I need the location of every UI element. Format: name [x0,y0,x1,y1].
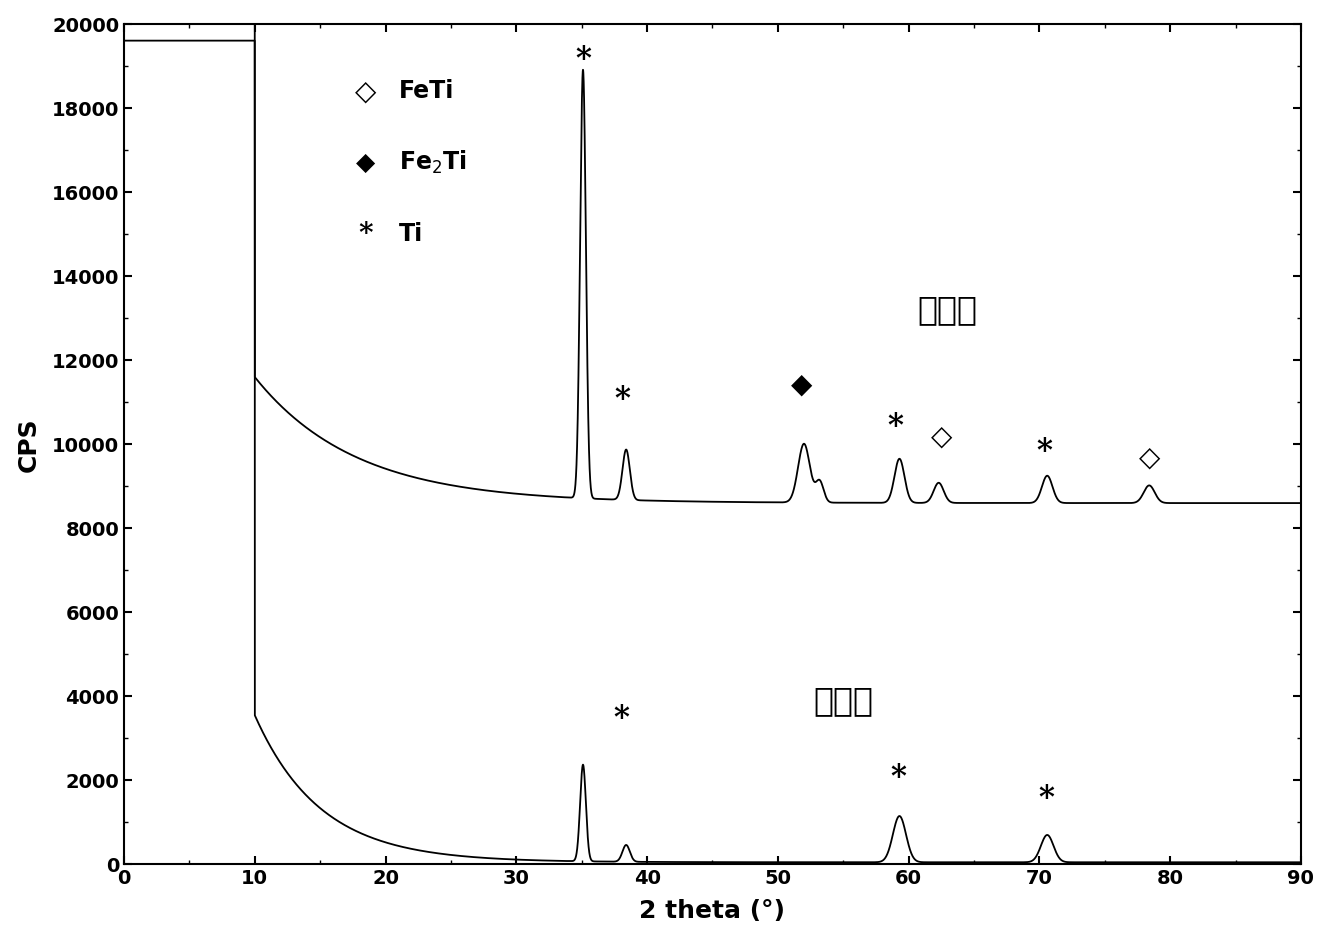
Text: ◇: ◇ [1138,444,1159,472]
Text: Ti: Ti [398,222,423,246]
Text: ◇: ◇ [355,77,377,105]
X-axis label: 2 theta (°): 2 theta (°) [639,900,785,923]
Text: ◇: ◇ [930,423,952,450]
Text: 退火前: 退火前 [813,684,873,717]
Text: ◆: ◆ [357,150,375,175]
Text: *: * [575,43,591,74]
Y-axis label: CPS: CPS [17,417,41,472]
Text: Fe$_2$Ti: Fe$_2$Ti [398,149,466,177]
Text: *: * [1038,783,1054,814]
Text: FeTi: FeTi [398,79,454,103]
Text: *: * [358,221,373,248]
Text: *: * [1037,436,1053,467]
Text: *: * [890,762,906,793]
Text: 退火后: 退火后 [918,293,978,326]
Text: *: * [612,703,630,734]
Text: ◆: ◆ [791,370,812,398]
Text: *: * [888,411,904,442]
Text: *: * [614,384,630,415]
